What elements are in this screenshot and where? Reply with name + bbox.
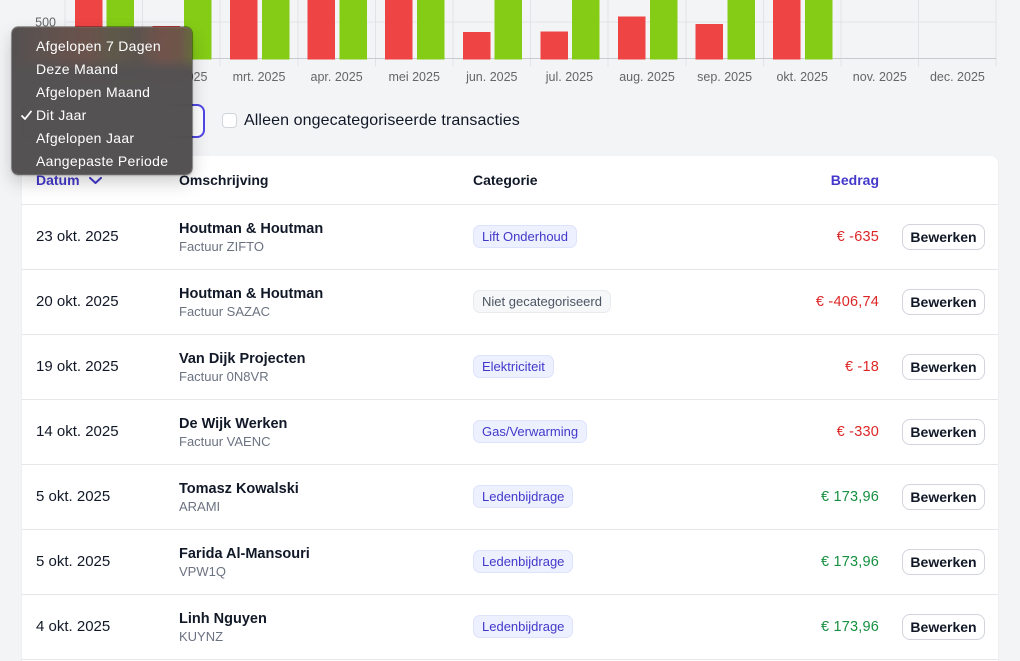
svg-text:dec. 2025: dec. 2025 <box>930 70 985 84</box>
svg-text:apr. 2025: apr. 2025 <box>311 70 363 84</box>
svg-text:jul. 2025: jul. 2025 <box>545 70 593 84</box>
svg-text:aug. 2025: aug. 2025 <box>619 70 675 84</box>
svg-text:mrt. 2025: mrt. 2025 <box>233 70 286 84</box>
svg-text:okt. 2025: okt. 2025 <box>776 70 827 84</box>
svg-text:jun. 2025: jun. 2025 <box>465 70 517 84</box>
svg-text:sep. 2025: sep. 2025 <box>697 70 752 84</box>
svg-text:nov. 2025: nov. 2025 <box>853 70 907 84</box>
svg-text:mei 2025: mei 2025 <box>388 70 439 84</box>
svg-text:500: 500 <box>35 16 56 30</box>
